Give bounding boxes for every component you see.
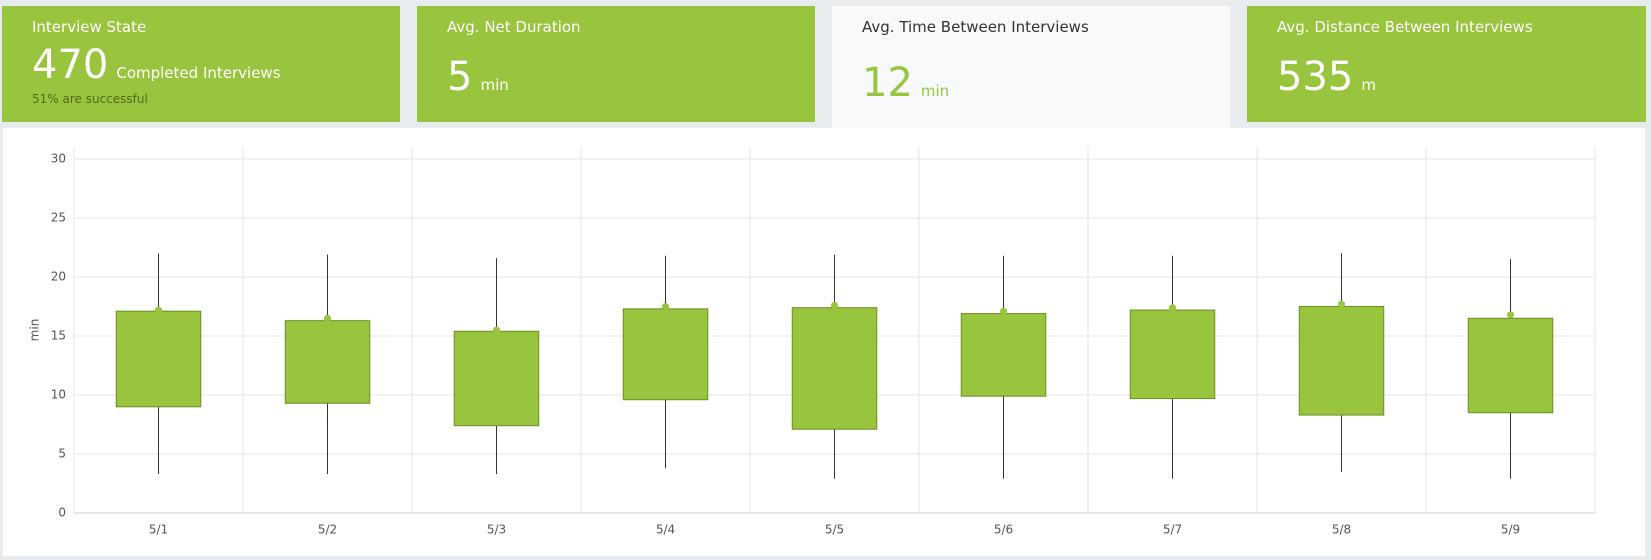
card-title: Avg. Distance Between Interviews (1277, 18, 1533, 36)
chart-panel: min 0 5 10 15 20 25 30 5/1 5/2 5/3 5/4 5/5 5/6 5/7 5/8… (3, 128, 1645, 556)
marker (493, 326, 500, 334)
box (1298, 306, 1385, 416)
box (115, 310, 202, 408)
box (960, 313, 1047, 397)
x-tick-label: 5/4 (656, 523, 675, 537)
box (1467, 317, 1554, 414)
card-value: 470 (32, 42, 109, 88)
x-tick-label: 5/8 (1332, 523, 1351, 537)
y-axis-label: min (28, 319, 42, 342)
card-title: Avg. Net Duration (447, 18, 581, 36)
card-title: Interview State (32, 18, 147, 36)
y-tick-label: 15 (51, 329, 66, 343)
card-unit: min (480, 76, 509, 94)
marker (1169, 304, 1176, 312)
marker (155, 306, 162, 314)
card-unit: min (920, 82, 950, 100)
card-value: 535 (1277, 54, 1354, 100)
marker (324, 314, 331, 322)
kpi-card[interactable]: Avg. Distance Between Interviews 535 m (1247, 6, 1646, 122)
chart: min 0 5 10 15 20 25 30 5/1 5/2 5/3 5/4 5/5 5/6 5/7 5/8… (28, 147, 1596, 537)
marker (662, 303, 669, 310)
box (791, 307, 878, 430)
x-tick-label: 5/1 (149, 523, 168, 537)
y-tick-label: 5 (58, 447, 66, 461)
box (453, 330, 540, 427)
box (622, 308, 709, 401)
card-value: 12 (862, 60, 913, 106)
y-tick-label: 10 (51, 388, 66, 402)
y-tick-label: 30 (51, 152, 66, 166)
x-tick-label: 5/7 (1163, 523, 1182, 537)
marker (831, 301, 838, 309)
card-title: Avg. Time Between Interviews (862, 18, 1089, 36)
y-tick-label: 20 (51, 270, 66, 284)
y-tick-label: 0 (58, 506, 66, 520)
card-note: 51% are successful (32, 92, 148, 106)
y-tick-label: 25 (51, 211, 66, 225)
card-value: 5 (447, 54, 473, 100)
x-tick-label: 5/3 (487, 523, 506, 537)
kpi-card[interactable]: Interview State 470 Completed Interviews … (2, 6, 400, 122)
marker (1000, 307, 1007, 315)
box (1129, 309, 1216, 400)
marker (1507, 311, 1514, 319)
x-tick-label: 5/2 (318, 523, 337, 537)
x-tick-label: 5/9 (1501, 523, 1520, 537)
card-unit: m (1361, 76, 1376, 94)
kpi-card[interactable]: Avg. Time Between Interviews 12 min (832, 6, 1230, 128)
card-unit: Completed Interviews (116, 64, 281, 82)
box (284, 320, 371, 404)
x-tick-label: 5/6 (994, 523, 1013, 537)
marker (1338, 300, 1345, 308)
x-tick-label: 5/5 (825, 523, 844, 537)
kpi-card[interactable]: Avg. Net Duration 5 min (417, 6, 815, 122)
